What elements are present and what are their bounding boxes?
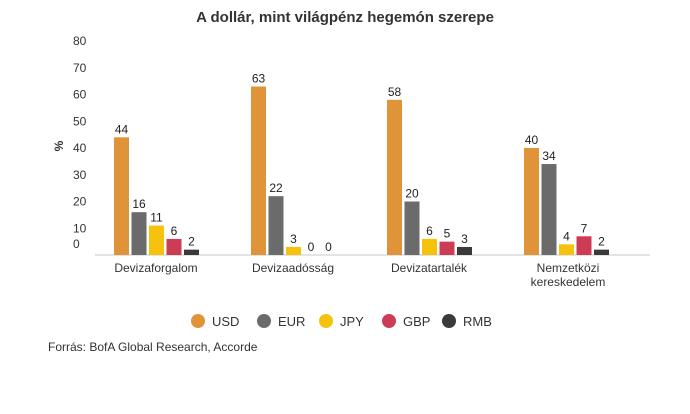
- legend-label: USD: [212, 314, 239, 329]
- data-label: 0: [308, 240, 315, 254]
- bar-jpy: [286, 246, 301, 255]
- bar-eur: [404, 201, 420, 255]
- category-label: Devizatartalék: [391, 261, 468, 275]
- data-label: 6: [171, 224, 178, 238]
- y-tick-label: 50: [73, 114, 87, 128]
- category-labels: Devizaforgalom Devizaadósság Devizatartalé…: [114, 261, 605, 289]
- category-label: Devizaforgalom: [114, 261, 197, 275]
- data-label: 7: [581, 221, 588, 235]
- legend: USD EUR JPY GBP RMB: [191, 314, 492, 329]
- category-label: Devizaadósság: [252, 261, 334, 275]
- y-axis-label: %: [52, 140, 66, 151]
- y-tick-label: 80: [73, 34, 87, 48]
- data-label: 20: [405, 187, 419, 201]
- legend-marker-usd: [191, 314, 205, 328]
- bar-eur: [541, 164, 557, 255]
- data-label: 34: [542, 149, 556, 163]
- data-label: 0: [325, 240, 332, 254]
- bar-usd: [114, 137, 129, 255]
- legend-label: EUR: [278, 314, 305, 329]
- legend-marker-eur: [257, 314, 271, 328]
- bar-eur: [268, 196, 284, 255]
- legend-marker-gbp: [382, 314, 396, 328]
- bar-rmb: [184, 249, 199, 255]
- data-label: 2: [598, 235, 605, 249]
- legend-marker-jpy: [319, 314, 333, 328]
- category-label: Nemzetközi: [537, 261, 600, 275]
- y-tick-label: 40: [73, 141, 87, 155]
- bar-gbp: [166, 238, 182, 255]
- bar-jpy: [559, 244, 574, 255]
- bar-eur: [131, 212, 147, 255]
- data-label: 2: [188, 235, 195, 249]
- category-label: kereskedelem: [531, 275, 606, 289]
- legend-label: GBP: [403, 314, 430, 329]
- legend-marker-rmb: [442, 314, 456, 328]
- bar-usd: [251, 86, 266, 255]
- y-tick-label: 10: [73, 221, 87, 235]
- y-tick-label: 70: [73, 61, 87, 75]
- bar-gbp: [576, 236, 592, 255]
- bar-usd: [387, 99, 402, 255]
- bar-jpy: [422, 238, 437, 255]
- bar-usd: [524, 148, 539, 255]
- chart-title: A dollár, mint világpénz hegemón szerepe: [196, 9, 494, 26]
- y-tick-label: 30: [73, 168, 87, 182]
- data-label: 4: [563, 229, 570, 243]
- bar-gbp: [439, 241, 455, 255]
- data-label: 6: [426, 224, 433, 238]
- data-label: 16: [132, 197, 146, 211]
- data-label: 11: [150, 211, 163, 225]
- bar-rmb: [594, 249, 609, 255]
- data-label: 22: [269, 181, 283, 195]
- bar-jpy: [149, 225, 164, 255]
- legend-label: JPY: [340, 314, 364, 329]
- data-label: 40: [525, 133, 539, 147]
- data-label: 3: [290, 232, 297, 246]
- legend-label: RMB: [463, 314, 492, 329]
- bar-rmb: [457, 246, 472, 255]
- y-axis-ticks: 0 10 20 30 40 50 60 70 80: [73, 34, 87, 251]
- data-label: 3: [461, 232, 468, 246]
- data-label: 58: [388, 85, 402, 99]
- y-tick-label: 0: [73, 237, 80, 251]
- y-tick-label: 20: [73, 195, 87, 209]
- source-note: Forrás: BofA Global Research, Accorde: [48, 340, 258, 354]
- data-label: 63: [252, 71, 266, 85]
- y-tick-label: 60: [73, 88, 87, 102]
- data-label: 44: [115, 122, 129, 136]
- data-label: 5: [444, 227, 451, 241]
